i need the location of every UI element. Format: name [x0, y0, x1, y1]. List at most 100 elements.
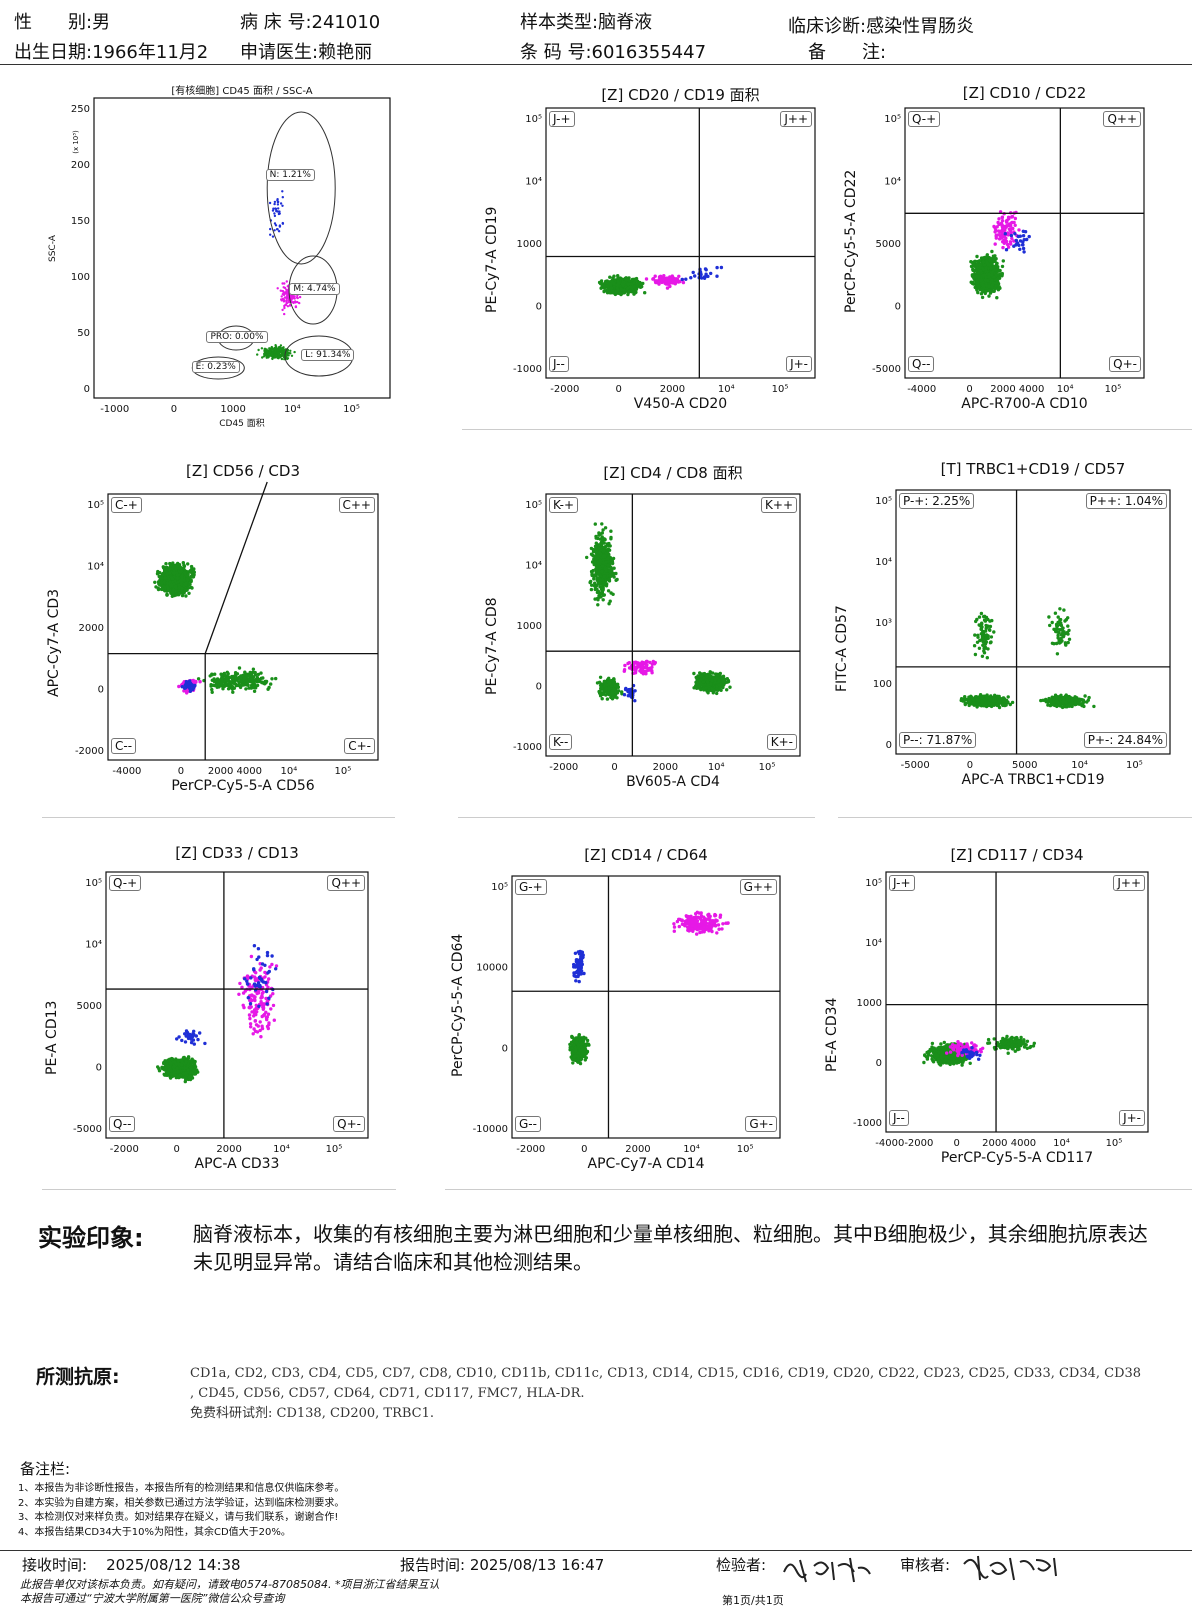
event-dot [1000, 215, 1005, 219]
event-dot [245, 679, 249, 683]
y-axis-label: APC-Cy7-A CD3 [46, 588, 62, 697]
event-dot [713, 677, 717, 681]
bed-number-value: 241010 [311, 12, 381, 33]
event-dot [997, 222, 1001, 227]
event-dot [246, 674, 251, 678]
event-dot [281, 308, 284, 312]
doctor-value: 赖艳丽 [318, 42, 373, 63]
event-dot [280, 357, 284, 361]
event-dot [971, 274, 975, 279]
event-dot [602, 289, 606, 294]
x-axis-label: PerCP-Cy5-5-A CD56 [171, 778, 315, 794]
quadrant-label: J+- [786, 356, 812, 372]
event-dot [705, 680, 710, 684]
event-dot [986, 262, 990, 267]
event-dot [210, 690, 214, 694]
event-dot [689, 276, 693, 280]
event-dot [634, 287, 639, 291]
event-dot [187, 591, 191, 595]
plot-panel-p3: [Z] CD10 / CD22 -4000 0 2000 4000 10⁴ 10⁵ 10⁵ 1… [813, 78, 1192, 430]
quadrant-label: C-+ [111, 497, 142, 513]
x-tick-label: 10⁴ [284, 404, 301, 415]
event-dot [597, 595, 601, 599]
y-tick-label: 10⁴ [87, 562, 104, 573]
event-dot [174, 584, 178, 589]
event-dot [272, 347, 275, 351]
event-dot [596, 554, 600, 558]
event-dot [611, 289, 615, 294]
event-dot [180, 577, 184, 581]
event-dot [693, 274, 697, 278]
y-tick-label: 10⁵ [525, 114, 542, 125]
event-dot [611, 592, 615, 596]
x-axis-label: CD45 面积 [219, 419, 265, 429]
x-tick-label: 10⁴ [708, 762, 725, 773]
plot-frame [545, 493, 801, 757]
event-dot [282, 353, 285, 356]
event-dot [615, 696, 619, 700]
event-dot [601, 554, 605, 558]
event-dot [219, 677, 224, 681]
event-dot [270, 677, 274, 681]
event-dot [287, 299, 290, 302]
event-dot [997, 285, 1001, 289]
event-cloud [969, 210, 1031, 300]
event-dot [599, 548, 603, 552]
event-dot [274, 676, 278, 681]
event-dot [592, 576, 596, 580]
event-dot [607, 676, 611, 680]
event-dot [184, 594, 188, 598]
event-dot [628, 688, 632, 692]
event-dot [221, 687, 225, 691]
event-dot [603, 567, 607, 571]
x-tick-label: 10⁵ [759, 762, 776, 773]
event-dot [281, 350, 284, 354]
event-dot [281, 221, 284, 225]
event-cloud [597, 265, 724, 297]
quadrant-label: C-- [111, 738, 137, 754]
event-dot [613, 684, 618, 688]
event-cloud [959, 607, 1096, 710]
event-dot [1008, 702, 1012, 707]
event-dot [612, 566, 616, 570]
event-dot [600, 522, 604, 526]
plot-title: [Z] CD56 / CD3 [185, 462, 301, 480]
event-dot [974, 274, 978, 278]
y-axis-label: PE-Cy7-A CD8 [484, 597, 500, 695]
event-dot [985, 253, 989, 257]
event-dot [632, 292, 636, 296]
y-axis-label: SSC-A [48, 235, 58, 262]
quadrant-label: Q++ [1103, 111, 1141, 127]
y-tick-label: 0 [536, 682, 542, 693]
event-dot [180, 589, 184, 593]
event-dot [601, 558, 605, 562]
event-dot [1013, 223, 1017, 227]
event-dot [209, 684, 213, 688]
event-dot [991, 257, 995, 261]
event-dot [236, 683, 240, 688]
bed-number-label: 病 床 号: [240, 12, 312, 33]
event-dot [601, 578, 605, 582]
quadrant-label: C+- [344, 738, 375, 754]
event-dot [630, 277, 635, 282]
event-dot [981, 260, 985, 264]
event-dot [160, 581, 164, 585]
event-dot [213, 672, 217, 676]
event-dot [622, 669, 626, 673]
y-tick-label: 1000 [517, 621, 542, 632]
event-dot [277, 353, 280, 356]
event-dot [1004, 219, 1009, 223]
event-dot [253, 673, 258, 677]
event-dot [635, 282, 639, 286]
event-dot [168, 571, 172, 575]
event-dot [597, 680, 602, 684]
event-dot [283, 312, 286, 316]
quadrant-label: Q-+ [908, 111, 941, 127]
event-dot [277, 230, 281, 233]
event-dot [602, 580, 607, 585]
event-dot [719, 265, 724, 270]
event-dot [285, 354, 288, 357]
event-dot [264, 679, 269, 684]
sample-type-value: 脑脊液 [598, 12, 653, 33]
event-dot [296, 296, 299, 300]
